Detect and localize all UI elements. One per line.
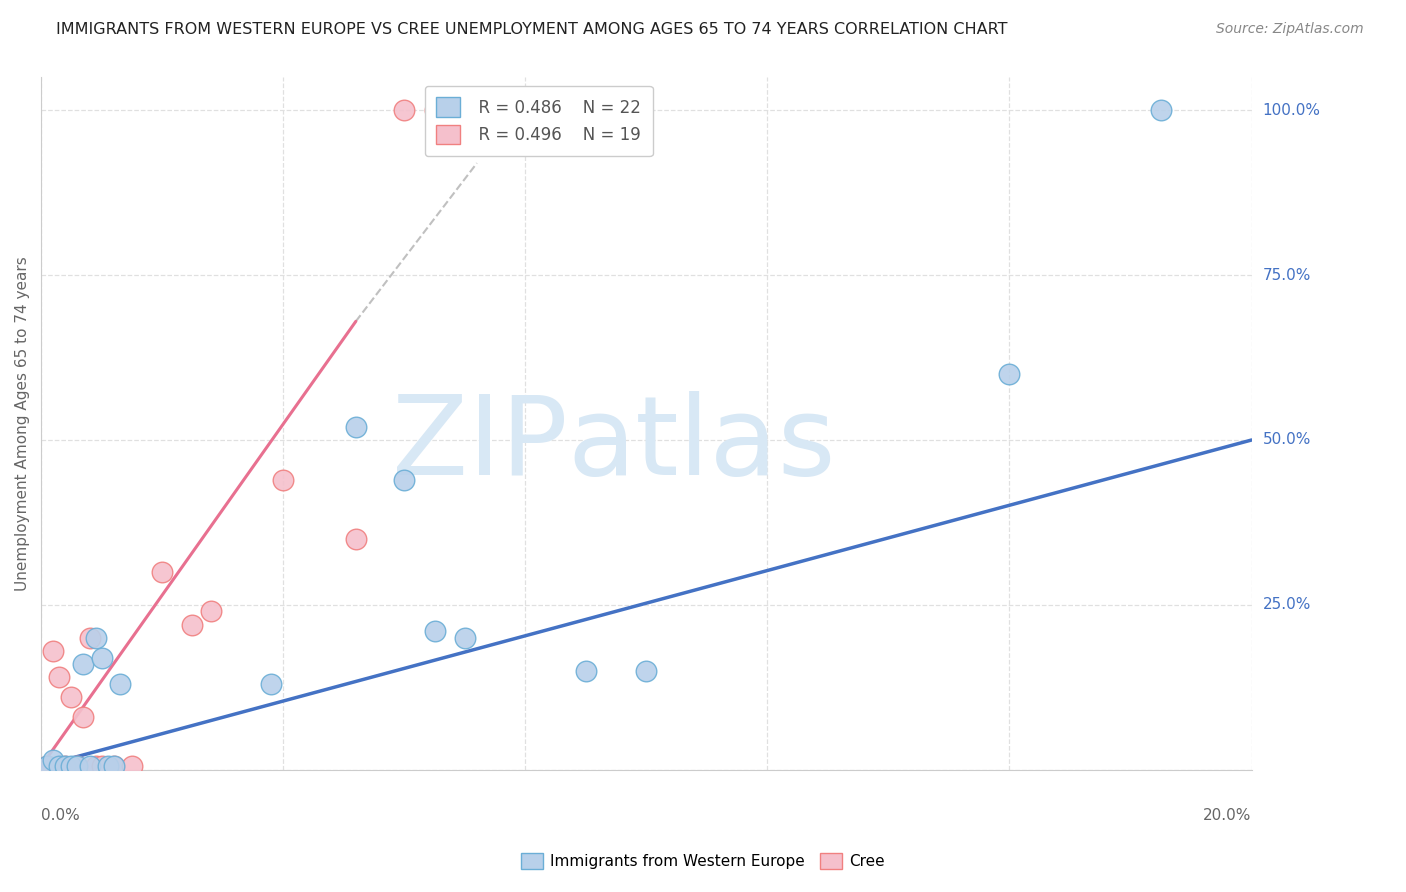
Point [103, 759, 125, 773]
Text: 0.0%: 0.0% [41, 808, 80, 823]
Point [84, 631, 107, 645]
Point [53, 759, 76, 773]
Point [200, 604, 222, 618]
Point [394, 103, 416, 118]
Text: atlas: atlas [568, 391, 837, 498]
Point [260, 677, 283, 691]
Point [344, 532, 367, 546]
Text: 75.0%: 75.0% [1263, 268, 1310, 283]
Point [66, 759, 89, 773]
Point [84, 759, 107, 773]
Point [423, 624, 446, 639]
Point [998, 367, 1021, 381]
Point [72, 710, 94, 724]
Point [271, 473, 294, 487]
Point [181, 617, 204, 632]
Point [423, 103, 446, 118]
Text: 50.0%: 50.0% [1263, 433, 1310, 448]
Text: IMMIGRANTS FROM WESTERN EUROPE VS CREE UNEMPLOYMENT AMONG AGES 65 TO 74 YEARS CO: IMMIGRANTS FROM WESTERN EUROPE VS CREE U… [56, 22, 1008, 37]
Point [53, 759, 76, 773]
Point [1150, 103, 1173, 118]
Point [575, 664, 598, 678]
Text: 100.0%: 100.0% [1263, 103, 1320, 118]
Point [79, 759, 101, 773]
Point [97, 759, 120, 773]
Text: 25.0%: 25.0% [1263, 598, 1310, 612]
Point [60, 759, 83, 773]
Point [79, 631, 101, 645]
Y-axis label: Unemployment Among Ages 65 to 74 years: Unemployment Among Ages 65 to 74 years [15, 256, 30, 591]
Text: Source: ZipAtlas.com: Source: ZipAtlas.com [1216, 22, 1364, 37]
Point [103, 759, 125, 773]
Point [90, 650, 112, 665]
Point [48, 670, 70, 684]
Text: ZIP: ZIP [392, 391, 568, 498]
Point [636, 664, 658, 678]
Point [394, 473, 416, 487]
Point [37, 759, 59, 773]
Point [37, 759, 59, 773]
Text: 20.0%: 20.0% [1204, 808, 1251, 823]
Point [454, 631, 477, 645]
Point [90, 759, 112, 773]
Point [108, 677, 131, 691]
Point [60, 690, 83, 704]
Legend: Immigrants from Western Europe, Cree: Immigrants from Western Europe, Cree [515, 847, 891, 875]
Point [150, 565, 173, 579]
Point [66, 759, 89, 773]
Point [344, 419, 367, 434]
Legend:   R = 0.486    N = 22,   R = 0.496    N = 19: R = 0.486 N = 22, R = 0.496 N = 19 [425, 86, 652, 156]
Point [48, 759, 70, 773]
Point [72, 657, 94, 672]
Point [42, 753, 65, 767]
Point [42, 644, 65, 658]
Point [121, 759, 143, 773]
